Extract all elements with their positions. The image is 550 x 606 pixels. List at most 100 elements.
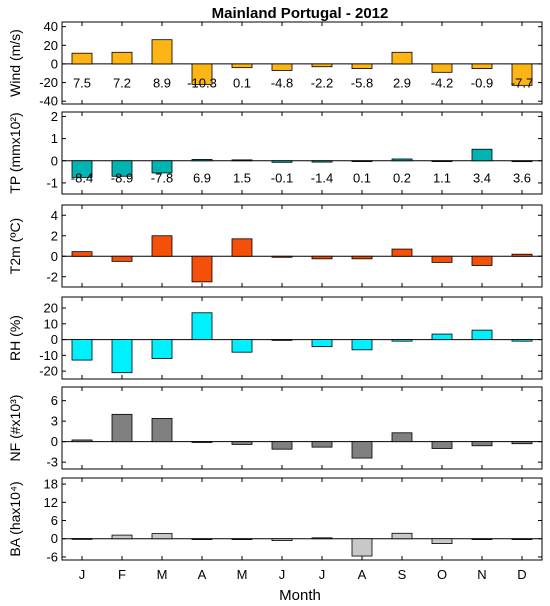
bar — [351, 339, 373, 351]
x-axis-label: Month — [279, 587, 321, 604]
panel-frame — [61, 111, 543, 195]
bar — [311, 339, 333, 348]
bar — [151, 418, 173, 443]
bar — [471, 255, 493, 266]
bar — [191, 312, 213, 340]
bar — [471, 329, 493, 340]
bar — [311, 537, 333, 540]
bar — [351, 160, 373, 162]
x-tick-label: N — [477, 567, 486, 582]
panel: -6 0 6 12 18 BA (hax10⁴) — [7, 477, 543, 564]
bar — [431, 160, 453, 162]
bar — [271, 255, 293, 258]
y-tick-label: -40 — [39, 94, 58, 109]
bar — [151, 235, 173, 257]
y-tick-label: 4 — [51, 208, 58, 223]
y-axis-label: RH (%) — [7, 315, 23, 361]
bar — [231, 63, 253, 69]
y-tick-label: 0 — [51, 531, 58, 546]
y-tick-label: -3 — [46, 455, 58, 470]
y-tick-label: 0 — [51, 332, 58, 347]
y-axis-label: Wind (m/s) — [7, 29, 23, 97]
y-axis-label: TP (mmx10²) — [7, 112, 23, 193]
bar — [151, 39, 173, 65]
data-label: 7.5 — [73, 75, 91, 90]
bar — [151, 160, 173, 174]
data-label: -1.4 — [311, 170, 333, 185]
bar — [151, 533, 173, 540]
bar — [351, 441, 373, 459]
bar — [391, 339, 413, 342]
bar — [471, 148, 493, 162]
y-tick-label: 0 — [51, 434, 58, 449]
y-tick-label: -6 — [46, 549, 58, 564]
bar — [511, 538, 533, 540]
y-tick-label: 3 — [51, 414, 58, 429]
data-label: 0.1 — [353, 170, 371, 185]
panel-frame — [61, 386, 543, 470]
bar — [511, 441, 533, 445]
y-tick-label: 20 — [44, 38, 58, 53]
bar — [111, 339, 133, 374]
bar — [431, 441, 453, 449]
y-tick-label: -10 — [39, 348, 58, 363]
y-tick-label: 6 — [51, 393, 58, 408]
bar — [431, 538, 453, 544]
x-tick-label: F — [118, 567, 126, 582]
bar — [471, 63, 493, 69]
data-label: -10.3 — [187, 75, 217, 90]
bar — [71, 538, 93, 540]
panel-frame — [61, 21, 543, 105]
bar — [71, 52, 93, 65]
y-axis-label: BA (hax10⁴) — [7, 481, 23, 556]
bar — [151, 339, 173, 359]
data-label: 6.9 — [193, 170, 211, 185]
y-tick-label: -20 — [39, 364, 58, 379]
data-label: 0.1 — [233, 75, 251, 90]
data-label: -0.1 — [271, 170, 293, 185]
bar — [191, 255, 213, 283]
data-label: -7.7 — [511, 75, 533, 90]
bar — [431, 63, 453, 73]
y-tick-label: -20 — [39, 75, 58, 90]
x-tick-label: O — [437, 567, 447, 582]
bar — [271, 339, 293, 341]
data-label: -5.8 — [351, 75, 373, 90]
y-tick-label: 18 — [44, 477, 58, 492]
data-label: -4.2 — [431, 75, 453, 90]
data-label: 3.4 — [473, 170, 491, 185]
bar — [311, 255, 333, 260]
bar — [231, 538, 253, 540]
bar — [311, 160, 333, 163]
bar — [111, 160, 133, 177]
bar — [71, 439, 93, 443]
data-label: -8.9 — [111, 170, 133, 185]
bar — [231, 159, 253, 162]
y-tick-label: 0 — [51, 153, 58, 168]
bar — [271, 63, 293, 71]
y-tick-label: 12 — [44, 495, 58, 510]
bar — [111, 534, 133, 540]
bar — [191, 538, 213, 540]
chart-title: Mainland Portugal - 2012 — [212, 5, 389, 22]
x-tick-label: J — [79, 567, 86, 582]
panel: -2 0 2 4 T2m (ºC) — [7, 204, 543, 288]
y-tick-label: 10 — [44, 316, 58, 331]
bar — [391, 248, 413, 257]
bar — [111, 255, 133, 262]
bar — [231, 339, 253, 353]
bar — [511, 160, 533, 163]
x-tick-label: A — [198, 567, 207, 582]
bar — [511, 253, 533, 257]
data-label: -2.2 — [311, 75, 333, 90]
bar — [231, 238, 253, 257]
data-label: 0.2 — [393, 170, 411, 185]
data-label: -0.9 — [471, 75, 493, 90]
x-tick-label: S — [398, 567, 407, 582]
bar — [471, 538, 493, 540]
y-tick-label: -1 — [46, 175, 58, 190]
bar — [111, 51, 133, 65]
x-tick-label: A — [358, 567, 367, 582]
